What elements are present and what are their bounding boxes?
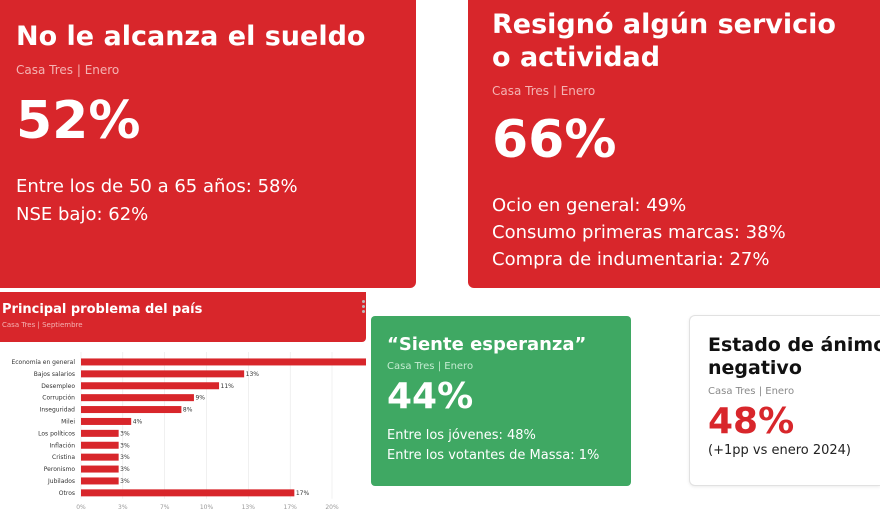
card-resigno-source: Casa Tres | Enero (492, 84, 596, 98)
more-options-icon[interactable] (362, 300, 366, 315)
bar (81, 453, 119, 461)
card-animo-note: (+1pp vs enero 2024) (708, 443, 852, 458)
card-animo-title: Estado de ánimo negativo (708, 334, 880, 379)
card-resigno-title: Resignó algún servicio o actividad (492, 9, 836, 73)
data-label: 3% (120, 442, 130, 449)
chart-card: Principal problema del país Casa Tres | … (0, 292, 366, 512)
x-tick-label: 20% (325, 504, 339, 511)
category-label: Desempleo (41, 383, 75, 390)
card-esperanza-source: Casa Tres | Enero (387, 361, 474, 372)
card-sueldo-line: Entre los de 50 a 65 años: 58% (16, 176, 298, 197)
x-tick-label: 3% (118, 504, 128, 511)
data-label: 8% (183, 407, 193, 414)
data-label: 13% (246, 371, 260, 378)
category-label: Peronismo (44, 466, 76, 473)
card-sueldo-source: Casa Tres | Enero (16, 63, 120, 77)
card-animo-value: 48% (708, 401, 795, 442)
chart-subtitle: Casa Tres | Septiembre (2, 321, 83, 329)
card-esperanza-line: Entre los votantes de Massa: 1% (387, 448, 600, 463)
bar (81, 429, 119, 437)
data-label: 17% (296, 490, 310, 497)
card-sueldo: No le alcanza el sueldo Casa Tres | Ener… (0, 0, 416, 288)
card-resigno-line: Ocio en general: 49% (492, 195, 687, 216)
bar (81, 465, 119, 473)
bar (81, 394, 194, 402)
category-label: Cristina (52, 454, 75, 461)
card-animo: Estado de ánimo negativo Casa Tres | Ener… (689, 315, 880, 486)
card-sueldo-title: No le alcanza el sueldo (16, 21, 366, 52)
card-animo-source: Casa Tres | Enero (708, 386, 795, 397)
bar (81, 477, 119, 485)
x-tick-label: 17% (284, 504, 298, 511)
category-label: Los políticos (38, 430, 75, 437)
bar (81, 417, 132, 425)
category-label: Bajos salarios (34, 371, 75, 378)
card-sueldo-line: NSE bajo: 62% (16, 204, 149, 225)
card-esperanza-title: “Siente esperanza” (387, 334, 587, 355)
bar (81, 358, 366, 366)
chart-header: Principal problema del país Casa Tres | … (0, 292, 366, 342)
data-label: 3% (120, 454, 130, 461)
bar (81, 382, 220, 390)
data-label: 3% (120, 478, 130, 485)
bar (81, 406, 182, 414)
x-tick-label: 0% (76, 504, 86, 511)
category-label: Inflación (50, 442, 76, 449)
x-tick-label: 13% (242, 504, 256, 511)
card-esperanza: “Siente esperanza” Casa Tres | Enero 44%… (371, 316, 631, 486)
category-label: Corrupción (42, 395, 75, 402)
category-label: Inseguridad (40, 407, 76, 414)
category-label: Jubilados (47, 478, 75, 485)
data-label: 9% (195, 395, 205, 402)
bar (81, 370, 245, 378)
category-label: Economía en general (11, 359, 75, 366)
card-resigno-line: Consumo primeras marcas: 38% (492, 222, 786, 243)
bar (81, 441, 119, 449)
card-sueldo-value: 52% (16, 91, 141, 151)
data-label: 4% (133, 418, 143, 425)
x-tick-label: 7% (160, 504, 170, 511)
data-label: 11% (221, 383, 235, 390)
bar (81, 489, 295, 497)
data-label: 3% (120, 430, 130, 437)
card-esperanza-line: Entre los jóvenes: 48% (387, 428, 536, 443)
data-label: 3% (120, 466, 130, 473)
x-tick-label: 10% (200, 504, 214, 511)
card-esperanza-value: 44% (387, 376, 474, 417)
chart-title: Principal problema del país (2, 302, 203, 317)
category-label: Otros (59, 490, 75, 497)
bar-chart: 0%3%7%10%13%17%20%Economía en general23%… (11, 352, 366, 511)
card-resigno-value: 66% (492, 110, 617, 170)
card-resigno-line: Compra de indumentaria: 27% (492, 249, 770, 270)
card-resigno: Resignó algún servicio o actividad Casa … (468, 0, 880, 288)
category-label: Milei (61, 418, 75, 425)
